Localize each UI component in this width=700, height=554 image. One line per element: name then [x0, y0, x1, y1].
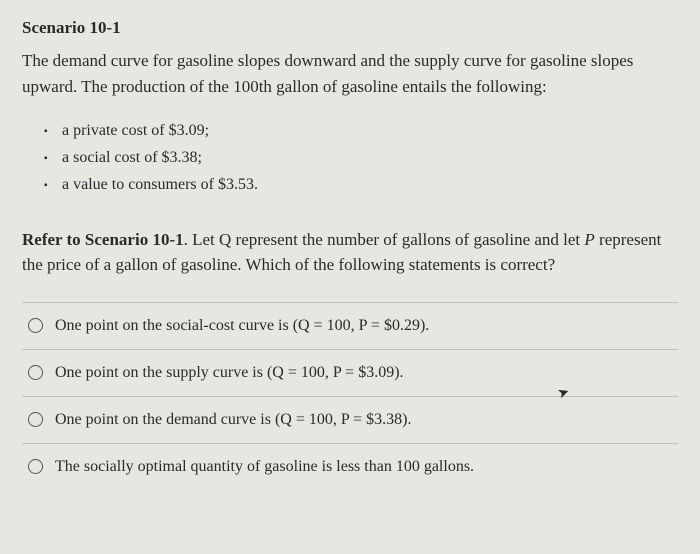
scenario-intro: The demand curve for gasoline slopes dow… [22, 48, 678, 99]
radio-icon[interactable] [28, 365, 43, 380]
option-text: One point on the demand curve is (Q = 10… [55, 411, 412, 429]
option-row[interactable]: One point on the social-cost curve is (Q… [22, 303, 678, 350]
radio-icon[interactable] [28, 459, 43, 474]
scenario-bullets: a private cost of $3.09; a social cost o… [44, 117, 678, 199]
option-row[interactable]: One point on the demand curve is (Q = 10… [22, 397, 678, 444]
question-body: . Let Q represent the number of gallons … [184, 230, 585, 249]
bullet-item: a private cost of $3.09; [44, 117, 678, 144]
radio-icon[interactable] [28, 318, 43, 333]
option-text: One point on the social-cost curve is (Q… [55, 317, 429, 335]
question-text: Refer to Scenario 10-1. Let Q represent … [22, 227, 678, 278]
option-text: One point on the supply curve is (Q = 10… [55, 364, 404, 382]
option-row[interactable]: One point on the supply curve is (Q = 10… [22, 350, 678, 397]
question-var: P [584, 230, 594, 249]
options-container: One point on the social-cost curve is (Q… [22, 302, 678, 490]
scenario-title: Scenario 10-1 [22, 18, 678, 38]
radio-icon[interactable] [28, 412, 43, 427]
bullet-item: a social cost of $3.38; [44, 144, 678, 171]
bullet-item: a value to consumers of $3.53. [44, 171, 678, 198]
question-prefix: Refer to Scenario 10-1 [22, 230, 184, 249]
option-row[interactable]: The socially optimal quantity of gasolin… [22, 444, 678, 490]
option-text: The socially optimal quantity of gasolin… [55, 458, 474, 476]
